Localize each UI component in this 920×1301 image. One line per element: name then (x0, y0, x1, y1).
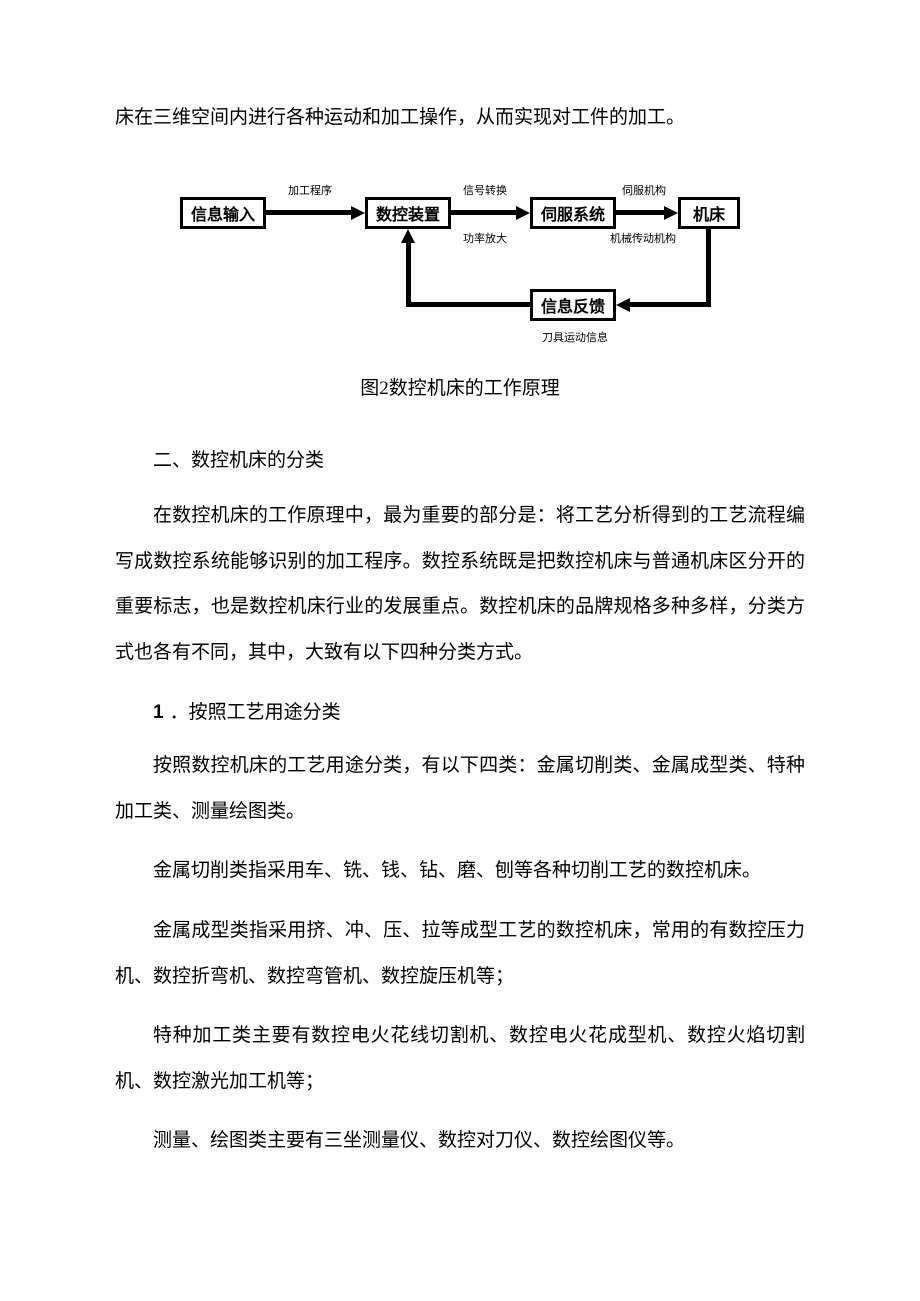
heading-classification: 二、数控机床的分类 (115, 438, 805, 484)
para-classification-intro: 在数控机床的工作原理中，最为重要的部分是：将工艺分析得到的工艺流程编写成数控系统… (115, 493, 805, 675)
edge-feedback-left-h (406, 302, 530, 307)
figure-2-caption: 图2数控机床的工作原理 (360, 373, 560, 400)
para-special-machining: 特种加工类主要有数控电火花线切割机、数控电火花成型机、数控火焰切割机、数控激光加… (115, 1013, 805, 1104)
para-metal-forming: 金属成型类指采用挤、冲、压、拉等成型工艺的数控机床，常用的有数控压力机、数控折弯… (115, 908, 805, 999)
arrow-servo-machine (664, 206, 678, 220)
edge-input-nc (266, 210, 351, 215)
edge-machine-feedback-h (630, 302, 711, 307)
para-metal-cutting: 金属切削类指采用车、铣、钱、钻、磨、刨等各种切削工艺的数控机床。 (115, 848, 805, 894)
edge-nc-servo (451, 210, 516, 215)
arrow-nc-servo (516, 206, 530, 220)
para-measuring-drawing: 测量、绘图类主要有三坐测量仪、数控对刀仪、数控绘图仪等。 (115, 1118, 805, 1164)
document-page: 床在三维空间内进行各种运动和加工操作，从而实现对工件的加工。 信息输入 数控装置… (0, 0, 920, 1301)
label-power-amplify: 功率放大 (463, 230, 507, 246)
node-feedback: 信息反馈 (530, 289, 616, 321)
node-nc-device: 数控装置 (365, 197, 451, 229)
intro-continuation: 床在三维空间内进行各种运动和加工操作，从而实现对工件的加工。 (115, 95, 805, 141)
label-servo-mech: 伺服机构 (622, 182, 666, 198)
label-tool-motion-info: 刀具运动信息 (542, 329, 608, 345)
edge-feedback-up (406, 243, 411, 307)
edge-machine-down (706, 229, 711, 305)
edge-servo-machine (616, 210, 664, 215)
node-machine-tool: 机床 (678, 197, 740, 229)
arrow-feedback-nc (401, 229, 415, 243)
sub-title: ．按照工艺用途分类 (170, 702, 341, 723)
node-info-input: 信息输入 (180, 197, 266, 229)
arrow-input-nc (351, 206, 365, 220)
node-servo-system: 伺服系统 (530, 197, 616, 229)
label-signal-convert: 信号转换 (463, 182, 507, 198)
flowchart-cnc-principle: 信息输入 数控装置 伺服系统 机床 信息反馈 加工程序 信号转换 功率放大 伺服… (180, 179, 740, 349)
sub-number: 1 (153, 702, 164, 723)
para-four-categories: 按照数控机床的工艺用途分类，有以下四类：金属切削类、金属成型类、特种加工类、测量… (115, 743, 805, 834)
label-mech-trans: 机械传动机构 (610, 230, 676, 246)
label-program: 加工程序 (288, 182, 332, 198)
figure-2-container: 信息输入 数控装置 伺服系统 机床 信息反馈 加工程序 信号转换 功率放大 伺服… (115, 179, 805, 428)
arrow-to-feedback (616, 298, 630, 312)
subheading-by-process: 1 ．按照工艺用途分类 (115, 690, 805, 736)
